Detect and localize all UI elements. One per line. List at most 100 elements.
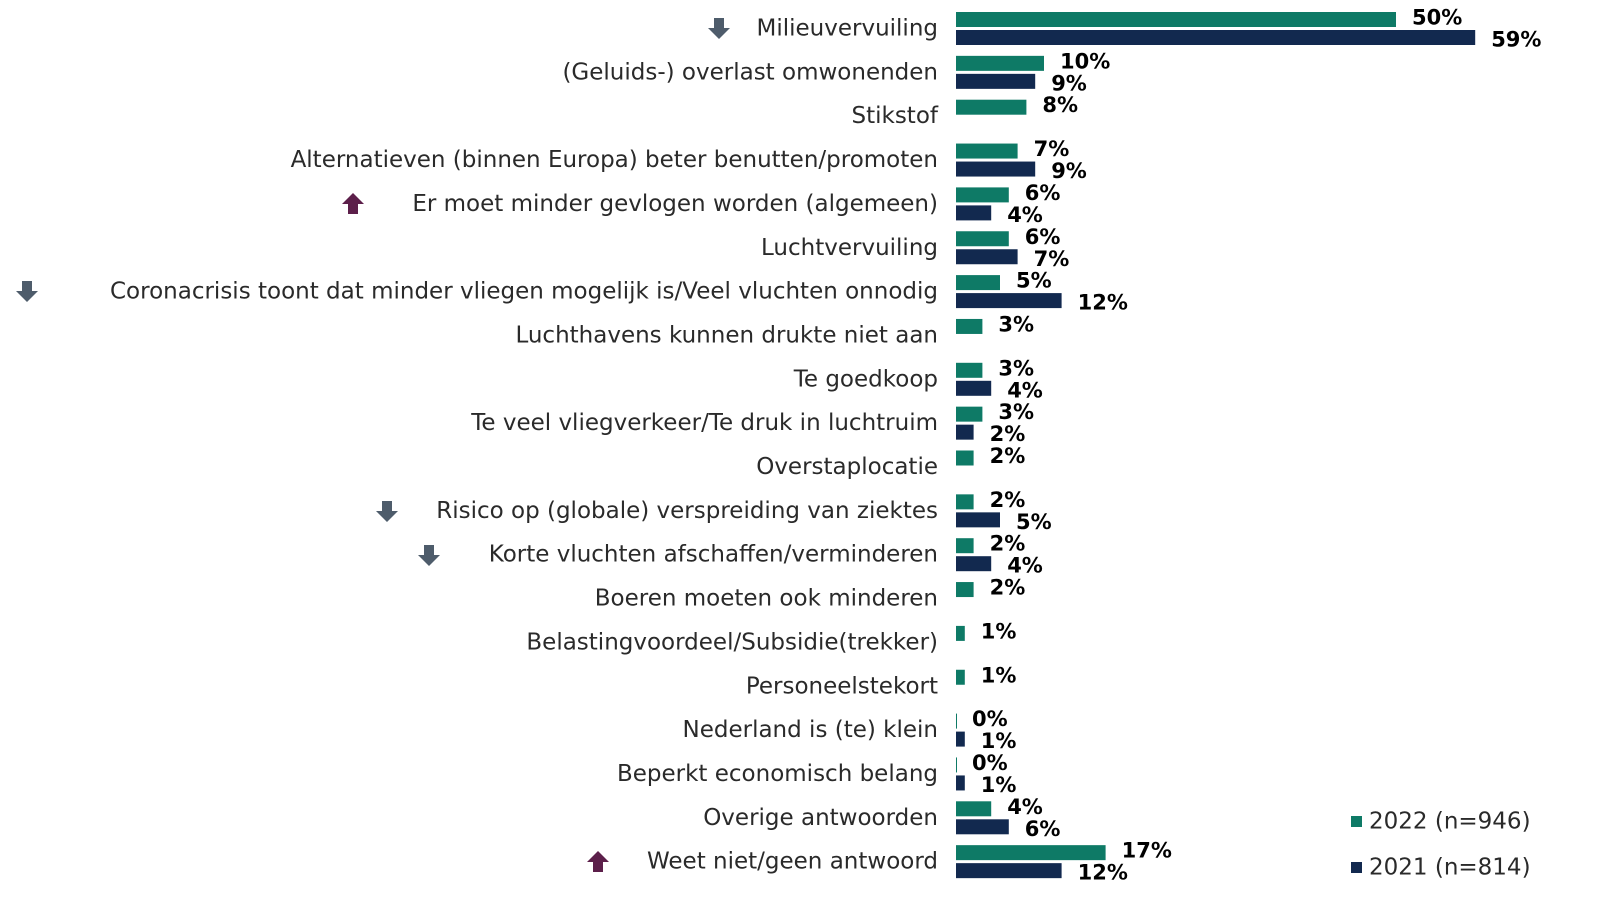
value-label: 2% bbox=[990, 576, 1026, 600]
value-label: 2% bbox=[990, 532, 1026, 556]
value-label: 4% bbox=[1007, 378, 1043, 402]
bar bbox=[956, 73, 1036, 89]
legend-label: 2021 (n=814) bbox=[1369, 855, 1531, 881]
bar bbox=[956, 55, 1044, 71]
bar bbox=[956, 556, 992, 572]
value-label: 2% bbox=[990, 488, 1026, 512]
category-label: Luchthavens kunnen drukte niet aan bbox=[515, 322, 938, 348]
bar bbox=[956, 318, 983, 334]
value-label: 1% bbox=[981, 663, 1017, 687]
bar bbox=[956, 30, 1476, 45]
bar bbox=[956, 819, 1009, 835]
arrow-down bbox=[418, 545, 440, 566]
value-label: 5% bbox=[1016, 510, 1052, 534]
value-label: 1% bbox=[981, 729, 1017, 753]
value-label: 10% bbox=[1060, 49, 1110, 73]
bar bbox=[956, 231, 1009, 247]
category-label: Risico op (globale) verspreiding van zie… bbox=[436, 498, 938, 524]
bar bbox=[956, 143, 1018, 159]
value-label: 4% bbox=[1007, 203, 1043, 227]
bar bbox=[956, 582, 974, 598]
bar bbox=[956, 801, 992, 817]
arrow-down bbox=[376, 501, 398, 522]
bar bbox=[956, 494, 974, 510]
bar bbox=[956, 406, 983, 422]
category-label: (Geluids-) overlast omwonenden bbox=[562, 59, 938, 85]
trend-arrows bbox=[16, 18, 730, 872]
value-label: 4% bbox=[1007, 795, 1043, 819]
value-label: 6% bbox=[1025, 225, 1061, 249]
bar bbox=[956, 450, 974, 466]
bar bbox=[956, 187, 1009, 203]
bar bbox=[956, 249, 1018, 265]
value-label: 59% bbox=[1491, 28, 1541, 52]
legend-swatch bbox=[1351, 816, 1362, 827]
arrow-up bbox=[587, 851, 609, 872]
value-label: 3% bbox=[998, 312, 1034, 336]
value-label: 8% bbox=[1042, 93, 1078, 117]
bar bbox=[956, 669, 965, 685]
value-label: 6% bbox=[1025, 817, 1061, 841]
value-label: 9% bbox=[1051, 159, 1087, 183]
category-label: Korte vluchten afschaffen/verminderen bbox=[489, 542, 938, 568]
value-label: 17% bbox=[1122, 839, 1172, 863]
arrow-down bbox=[708, 18, 730, 39]
category-label: Weet niet/geen antwoord bbox=[647, 849, 938, 875]
bar bbox=[956, 293, 1062, 309]
value-label: 6% bbox=[1025, 181, 1061, 205]
bar bbox=[956, 161, 1036, 177]
value-label: 2% bbox=[990, 444, 1026, 468]
category-label: Er moet minder gevlogen worden (algemeen… bbox=[412, 191, 938, 217]
bar bbox=[956, 757, 957, 773]
category-label: Overstaplocatie bbox=[756, 454, 938, 480]
value-label: 1% bbox=[981, 619, 1017, 643]
category-label: Personeelstekort bbox=[746, 673, 938, 699]
bar bbox=[956, 538, 974, 554]
category-label: Coronacrisis toont dat minder vliegen mo… bbox=[110, 279, 938, 305]
arrow-up bbox=[342, 193, 364, 214]
value-label: 1% bbox=[981, 773, 1017, 797]
value-label: 3% bbox=[998, 356, 1034, 380]
value-label: 7% bbox=[1034, 247, 1070, 271]
value-label: 9% bbox=[1051, 71, 1087, 95]
value-label: 12% bbox=[1078, 291, 1128, 315]
legend-swatch bbox=[1351, 862, 1362, 873]
category-label: Alternatieven (binnen Europa) beter benu… bbox=[291, 147, 938, 173]
bar bbox=[956, 625, 965, 641]
value-label: 3% bbox=[998, 400, 1034, 424]
category-label: Nederland is (te) klein bbox=[683, 717, 938, 743]
value-label: 0% bbox=[972, 707, 1008, 731]
bar bbox=[956, 99, 1027, 115]
category-label: Boeren moeten ook minderen bbox=[595, 586, 938, 612]
bar bbox=[956, 380, 992, 396]
bar bbox=[956, 845, 1106, 861]
bar bbox=[956, 275, 1000, 291]
arrow-down bbox=[16, 281, 38, 302]
value-label: 0% bbox=[972, 751, 1008, 775]
bar bbox=[956, 12, 1396, 27]
value-label: 50% bbox=[1412, 6, 1462, 30]
category-label: Stikstof bbox=[852, 103, 939, 129]
bar bbox=[956, 424, 974, 440]
category-label: Belastingvoordeel/Subsidie(trekker) bbox=[526, 629, 938, 655]
category-label: Te goedkoop bbox=[793, 366, 938, 392]
bar bbox=[956, 362, 983, 378]
bar bbox=[956, 713, 957, 729]
value-label: 12% bbox=[1078, 861, 1128, 885]
category-label: Overige antwoorden bbox=[703, 805, 938, 831]
bar bbox=[956, 205, 992, 221]
category-label: Luchtvervuiling bbox=[761, 235, 938, 261]
legend-label: 2022 (n=946) bbox=[1369, 809, 1531, 835]
bar bbox=[956, 863, 1062, 879]
bar bbox=[956, 775, 965, 791]
value-label: 5% bbox=[1016, 269, 1052, 293]
bar bbox=[956, 512, 1000, 528]
value-label: 4% bbox=[1007, 554, 1043, 578]
category-label: Milieuvervuiling bbox=[757, 16, 939, 42]
value-label: 2% bbox=[990, 422, 1026, 446]
category-label: Beperkt economisch belang bbox=[617, 761, 938, 787]
category-label: Te veel vliegverkeer/Te druk in luchtrui… bbox=[470, 410, 938, 436]
value-label: 7% bbox=[1034, 137, 1070, 161]
